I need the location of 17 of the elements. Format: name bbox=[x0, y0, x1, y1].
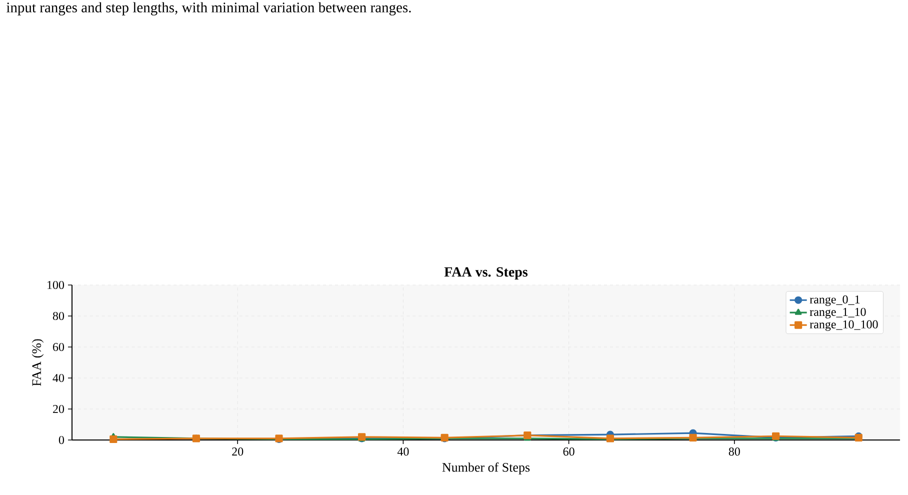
x-tick-label: 80 bbox=[728, 448, 740, 456]
y-tick-label: 100 bbox=[48, 280, 64, 290]
y-tick-label: 20 bbox=[53, 404, 64, 414]
y-tick-label: 0 bbox=[58, 436, 64, 444]
y-tick-label: 60 bbox=[52, 342, 64, 352]
legend-label: range_1_10 bbox=[810, 308, 866, 318]
legend-label: range_10_100 bbox=[810, 320, 878, 331]
y-tick-label: 40 bbox=[52, 374, 64, 382]
x-tick-label: 40 bbox=[397, 448, 409, 456]
y-tick-label: 80 bbox=[52, 312, 64, 320]
text: input ranges and step lengths, with minimal variation between ranges. bbox=[6, 2, 411, 16]
y-axis-title: FAA (%) bbox=[32, 339, 44, 386]
chart-title: FAA vs. Steps bbox=[444, 267, 528, 280]
legend-label: range_0_1 bbox=[810, 295, 860, 306]
x-tick-label: 20 bbox=[232, 448, 244, 456]
x-tick-label: 60 bbox=[563, 448, 574, 456]
x-axis-title: Number of Steps bbox=[442, 462, 530, 474]
